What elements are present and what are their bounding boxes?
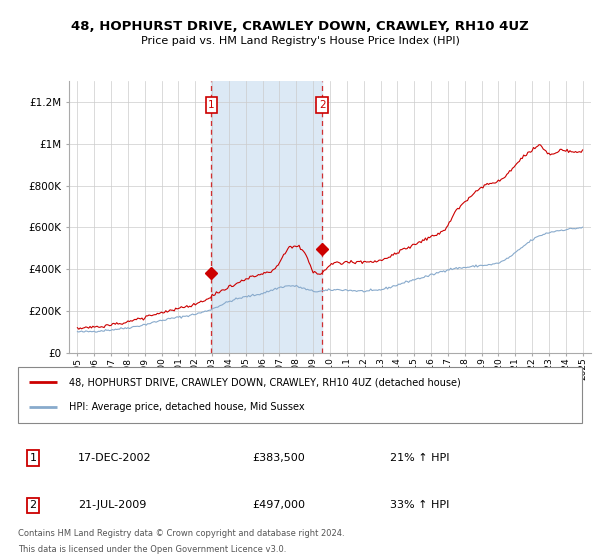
Text: £497,000: £497,000 bbox=[252, 501, 305, 510]
Text: 33% ↑ HPI: 33% ↑ HPI bbox=[390, 501, 449, 510]
Text: Price paid vs. HM Land Registry's House Price Index (HPI): Price paid vs. HM Land Registry's House … bbox=[140, 36, 460, 46]
FancyBboxPatch shape bbox=[18, 367, 582, 423]
Text: 48, HOPHURST DRIVE, CRAWLEY DOWN, CRAWLEY, RH10 4UZ (detached house): 48, HOPHURST DRIVE, CRAWLEY DOWN, CRAWLE… bbox=[69, 377, 461, 388]
Text: This data is licensed under the Open Government Licence v3.0.: This data is licensed under the Open Gov… bbox=[18, 545, 286, 554]
Text: Contains HM Land Registry data © Crown copyright and database right 2024.: Contains HM Land Registry data © Crown c… bbox=[18, 529, 344, 538]
Text: 2: 2 bbox=[29, 501, 37, 510]
Text: 21% ↑ HPI: 21% ↑ HPI bbox=[390, 453, 449, 463]
Text: 17-DEC-2002: 17-DEC-2002 bbox=[78, 453, 152, 463]
Text: 48, HOPHURST DRIVE, CRAWLEY DOWN, CRAWLEY, RH10 4UZ: 48, HOPHURST DRIVE, CRAWLEY DOWN, CRAWLE… bbox=[71, 20, 529, 32]
Text: 1: 1 bbox=[208, 100, 215, 110]
Text: HPI: Average price, detached house, Mid Sussex: HPI: Average price, detached house, Mid … bbox=[69, 402, 304, 412]
Text: £383,500: £383,500 bbox=[252, 453, 305, 463]
Bar bbox=[211, 81, 322, 353]
Text: 2: 2 bbox=[319, 100, 326, 110]
Text: 21-JUL-2009: 21-JUL-2009 bbox=[78, 501, 146, 510]
Text: 1: 1 bbox=[29, 453, 37, 463]
